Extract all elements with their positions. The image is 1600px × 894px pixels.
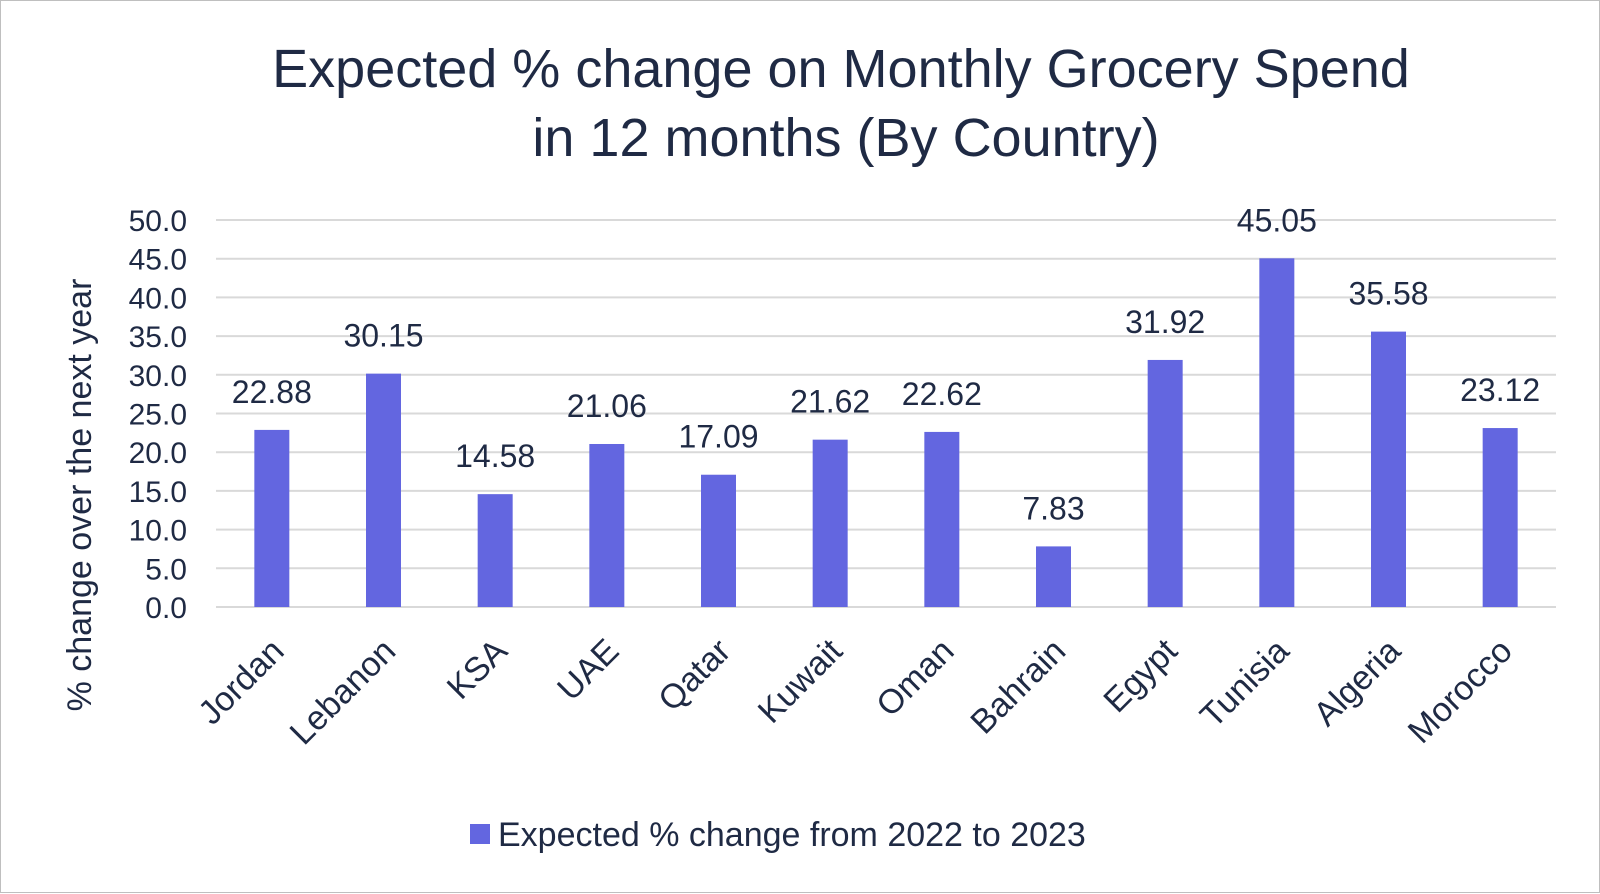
bar bbox=[1036, 546, 1071, 607]
legend-swatch bbox=[470, 824, 490, 844]
data-label: 21.06 bbox=[567, 388, 647, 424]
data-label: 7.83 bbox=[1022, 490, 1084, 526]
x-category-label: Lebanon bbox=[283, 632, 403, 752]
x-category-label: KSA bbox=[440, 632, 515, 707]
gridlines bbox=[216, 219, 1556, 608]
legend: Expected % change from 2022 to 2023 bbox=[470, 816, 1086, 854]
bar bbox=[1147, 359, 1183, 607]
chart-title-line-1: Expected % change on Monthly Grocery Spe… bbox=[272, 39, 1410, 99]
bars bbox=[254, 258, 1518, 607]
bar bbox=[477, 494, 513, 607]
y-tick-label: 50.0 bbox=[129, 205, 187, 238]
data-label: 30.15 bbox=[343, 318, 423, 354]
data-label: 17.09 bbox=[678, 419, 758, 455]
y-axis-label: % change over the next year bbox=[61, 279, 99, 712]
y-tick-label: 10.0 bbox=[129, 515, 187, 548]
chart-title-line-2: in 12 months (By Country) bbox=[532, 108, 1159, 168]
x-category-label: Algeria bbox=[1306, 632, 1408, 734]
data-label: 31.92 bbox=[1125, 304, 1205, 340]
x-category-label: Egypt bbox=[1096, 631, 1185, 720]
x-category-label: UAE bbox=[550, 632, 626, 708]
bar bbox=[701, 474, 736, 607]
data-label: 22.88 bbox=[232, 374, 312, 410]
y-tick-label: 5.0 bbox=[145, 553, 187, 586]
bar bbox=[924, 431, 960, 607]
bar bbox=[366, 373, 401, 607]
x-category-label: Oman bbox=[869, 632, 961, 724]
y-tick-label: 35.0 bbox=[129, 321, 187, 354]
y-tick-label: 25.0 bbox=[129, 399, 187, 432]
data-label: 45.05 bbox=[1237, 202, 1317, 238]
bar bbox=[1259, 258, 1295, 607]
data-labels: 22.88 30.15 14.58 21.06 17.09 21.62 22.62 7.83 3… bbox=[232, 202, 1540, 526]
x-category-label: Qatar bbox=[651, 632, 738, 719]
data-label: 22.62 bbox=[902, 376, 982, 412]
chart-title: Expected % change on Monthly Grocery Spe… bbox=[272, 39, 1410, 168]
data-label: 21.62 bbox=[790, 384, 870, 420]
legend-label: Expected % change from 2022 to 2023 bbox=[498, 816, 1086, 854]
bar bbox=[589, 443, 625, 607]
y-tick-label: 45.0 bbox=[129, 244, 187, 277]
x-category-label: Bahrain bbox=[963, 632, 1073, 742]
y-tick-label: 40.0 bbox=[129, 282, 187, 315]
x-category-label: Tunisia bbox=[1193, 632, 1297, 736]
x-category-label: Morocco bbox=[1401, 632, 1520, 751]
y-axis-ticks: 0.0 5.0 10.0 15.0 20.0 25.0 30.0 35.0 40.0 45.0 50… bbox=[129, 205, 187, 625]
x-category-label: Kuwait bbox=[751, 631, 850, 730]
y-tick-label: 0.0 bbox=[145, 592, 187, 625]
x-category-label: Jordan bbox=[191, 632, 291, 732]
y-tick-label: 15.0 bbox=[129, 476, 187, 509]
bar bbox=[1371, 331, 1406, 607]
y-tick-label: 30.0 bbox=[129, 360, 187, 393]
bar bbox=[1482, 428, 1518, 607]
data-label: 35.58 bbox=[1348, 276, 1428, 312]
bar bbox=[254, 429, 290, 607]
data-label: 14.58 bbox=[455, 438, 535, 474]
y-tick-label: 20.0 bbox=[129, 437, 187, 470]
data-label: 23.12 bbox=[1460, 372, 1540, 408]
bar bbox=[812, 439, 848, 607]
